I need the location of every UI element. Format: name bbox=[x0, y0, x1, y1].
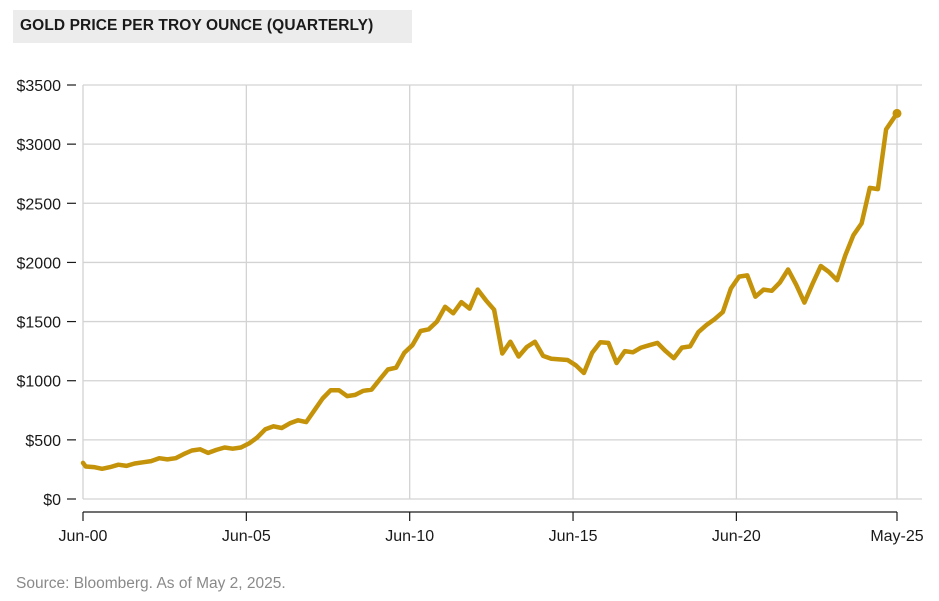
title-background bbox=[13, 10, 412, 43]
series-line-gold-price bbox=[80, 111, 900, 472]
y-tick-label: $1500 bbox=[17, 315, 62, 332]
y-tick-label: $2000 bbox=[17, 255, 62, 272]
series-end-point bbox=[892, 108, 902, 118]
y-tick-label: $500 bbox=[25, 433, 61, 450]
series bbox=[80, 108, 902, 472]
chart-title: GOLD PRICE PER TROY OUNCE (QUARTERLY) bbox=[20, 17, 374, 34]
y-axis: $0 $500 $1000 $1500 $2000 $2500 $3000 $3500 bbox=[17, 78, 76, 509]
y-tick-label: $3500 bbox=[17, 78, 62, 95]
y-tick-label: $2500 bbox=[17, 196, 62, 213]
y-tick-label: $3000 bbox=[17, 137, 62, 154]
x-tick-label: Jun-00 bbox=[59, 528, 108, 545]
source-note: Source: Bloomberg. As of May 2, 2025. bbox=[16, 575, 286, 592]
x-tick-label: Jun-05 bbox=[222, 528, 271, 545]
x-tick-label: Jun-10 bbox=[385, 528, 434, 545]
y-tick-label: $1000 bbox=[17, 374, 62, 391]
x-tick-label: Jun-20 bbox=[712, 528, 761, 545]
grid-lines bbox=[82, 84, 922, 500]
x-axis: Jun-00 Jun-05 Jun-10 Jun-15 Jun-20 May-25 bbox=[59, 511, 924, 545]
x-tick-label: Jun-15 bbox=[549, 528, 598, 545]
y-tick-label: $0 bbox=[43, 492, 61, 509]
x-tick-label: May-25 bbox=[870, 528, 923, 545]
